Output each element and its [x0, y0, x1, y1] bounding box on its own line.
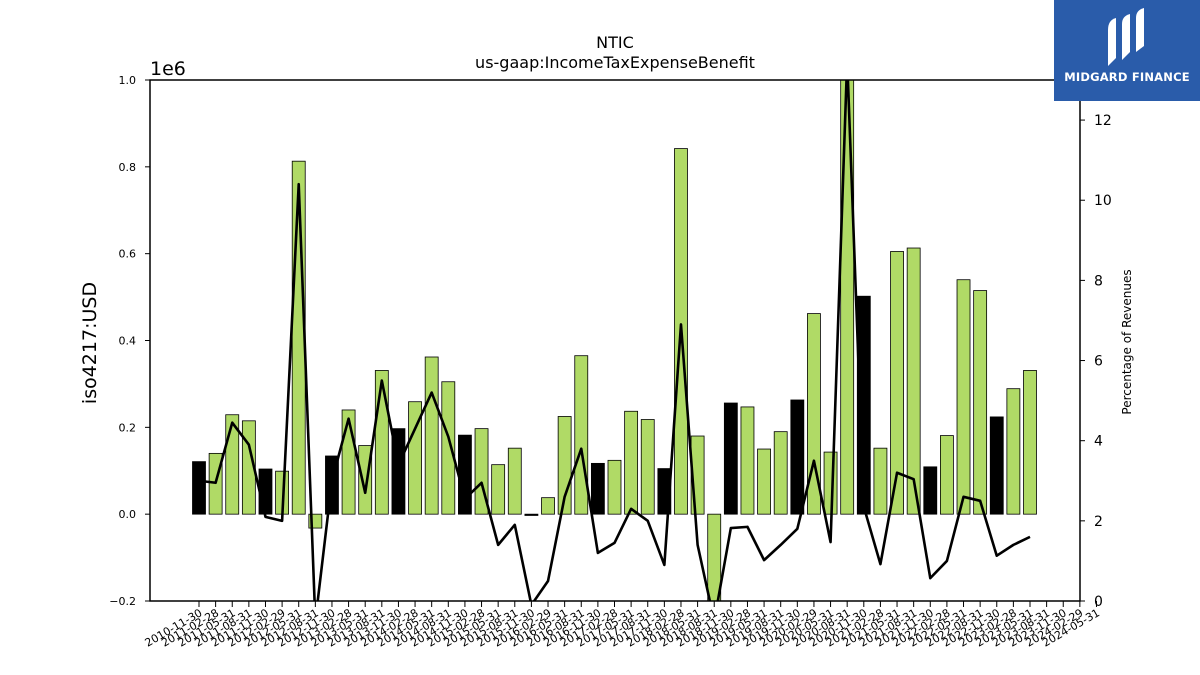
bar-2020-08-31	[840, 80, 855, 515]
bar-2023-02-28	[1006, 388, 1021, 515]
right-tick-label: 12	[1094, 113, 1112, 129]
bar-2022-02-28	[940, 435, 954, 515]
bar-2019-05-31	[757, 448, 771, 515]
right-tick-label: 4	[1094, 434, 1103, 450]
line-group	[198, 80, 1031, 601]
bar-2014-11-30	[458, 434, 472, 515]
plot-frame	[149, 79, 1081, 602]
bar-2016-02-29	[541, 497, 555, 515]
bar-2021-05-31	[890, 251, 904, 515]
x-axis: 2010-11-302011-02-282011-05-312011-08-31…	[143, 601, 1102, 650]
bar-2014-08-31	[441, 381, 456, 515]
bar-2021-11-30	[923, 466, 938, 515]
logo-icon	[1108, 8, 1144, 66]
bar-2017-08-31	[640, 419, 655, 515]
right-axis: 0 2 4 6 8 10 12	[1080, 113, 1112, 610]
right-tick-label: 2	[1094, 514, 1103, 530]
y-axis-label-right: Percentage of Revenues	[1120, 269, 1134, 414]
bar-2020-02-29	[807, 313, 821, 515]
bar-2015-08-31	[507, 447, 522, 515]
right-tick-label: 6	[1094, 354, 1103, 370]
bar-2017-02-28	[607, 459, 622, 515]
bar-2023-05-31	[1023, 370, 1037, 515]
left-tick-label: 0.8	[119, 161, 137, 174]
left-tick-label: 0.6	[119, 248, 137, 261]
bar-2018-11-30	[723, 402, 738, 515]
left-tick-label: −0.2	[109, 595, 136, 608]
chart-title: NTIC	[596, 33, 634, 52]
left-tick-label: 1.0	[119, 74, 137, 87]
y-multiplier-label: 1e6	[150, 58, 186, 80]
bar-2017-05-31	[624, 410, 639, 515]
bar-2016-08-31	[574, 355, 589, 515]
left-tick-label: 0.4	[119, 335, 137, 348]
bar-2011-05-31	[225, 414, 240, 515]
left-axis: −0.2 0.0 0.2 0.4 0.6 0.8 1.0	[109, 74, 150, 608]
right-tick-label: 0	[1094, 594, 1103, 610]
bar-2021-08-31	[906, 247, 921, 515]
bar-2020-11-30	[856, 295, 871, 515]
bar-2019-02-28	[740, 406, 755, 515]
bar-2018-08-31	[707, 513, 722, 601]
bar-2013-02-28	[341, 409, 356, 515]
left-tick-label: 0.0	[119, 508, 137, 521]
bar-2022-11-30	[989, 416, 1004, 515]
right-tick-label: 10	[1094, 193, 1112, 209]
bar-2019-08-31	[773, 431, 788, 515]
bar-2013-08-31	[374, 370, 389, 515]
logo-text: MIDGARD FINANCE	[1064, 70, 1190, 84]
bar-2010-11-30	[192, 461, 206, 515]
bar-2015-11-30	[524, 513, 539, 516]
left-tick-label: 0.2	[119, 421, 137, 434]
bar-2014-02-28	[408, 401, 422, 515]
y-axis-label: iso4217:USD	[79, 282, 101, 404]
bars-group	[192, 80, 1037, 601]
percentage-line	[198, 80, 1031, 601]
logo-badge: MIDGARD FINANCE	[1054, 0, 1200, 101]
bar-2015-05-31	[491, 464, 506, 515]
bar-2014-05-31	[424, 356, 439, 515]
bar-2019-11-30	[790, 399, 805, 515]
bar-2022-08-31	[973, 290, 988, 515]
bar-2016-11-30	[590, 462, 605, 515]
bar-2021-02-28	[873, 447, 888, 515]
bar-2022-05-31	[956, 279, 971, 515]
right-tick-label: 8	[1094, 273, 1103, 289]
chart-subtitle: us-gaap:IncomeTaxExpenseBenefit	[475, 53, 755, 72]
